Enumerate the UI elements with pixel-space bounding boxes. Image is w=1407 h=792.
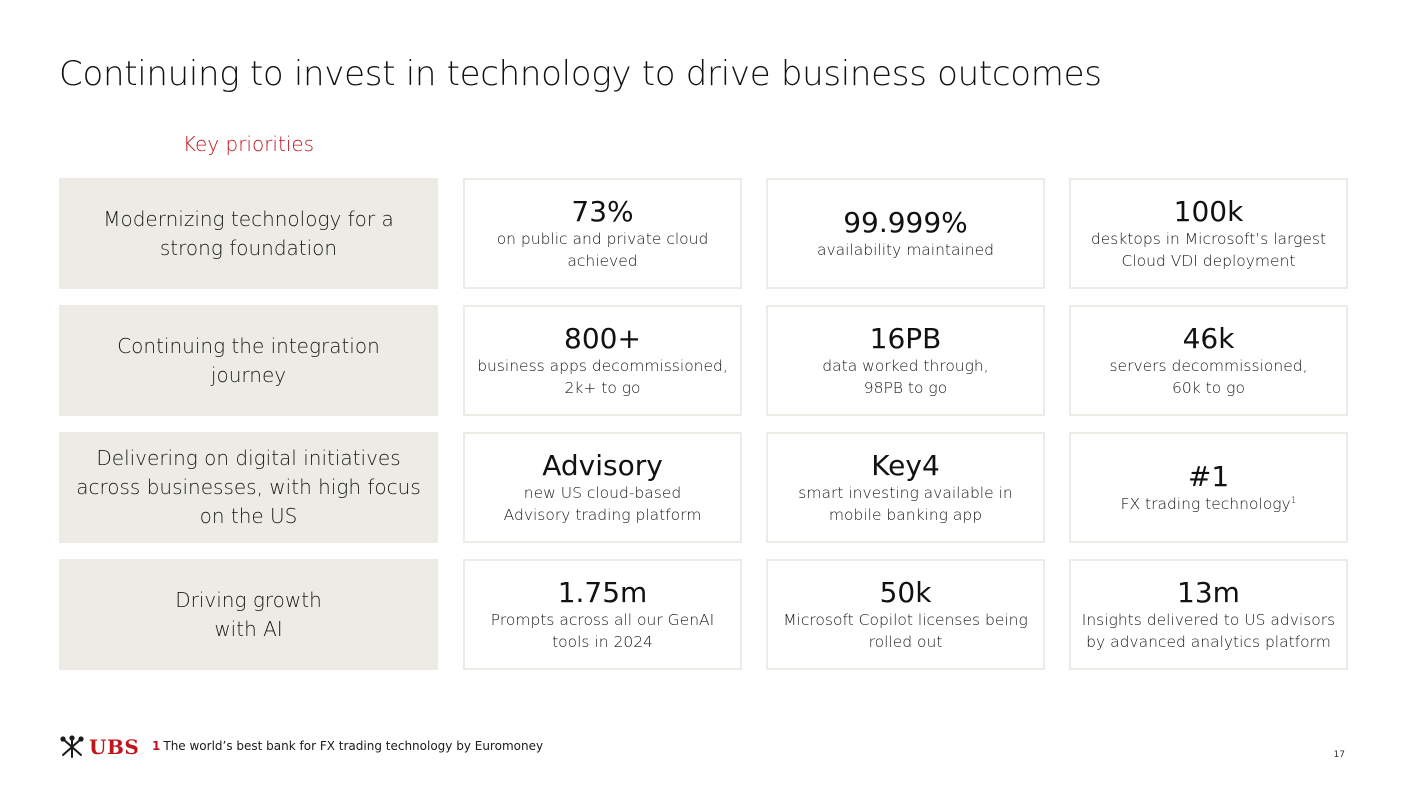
- metric-card: Key4 smart investing available in mobile…: [766, 432, 1045, 543]
- priority-row: Driving growth with AI 1.75m Prompts acr…: [59, 559, 1348, 670]
- metric-value: Key4: [871, 448, 940, 482]
- metric-description: new US cloud-based Advisory trading plat…: [503, 483, 702, 524]
- metric-card: 100k desktops in Microsoft’s largest Clo…: [1069, 178, 1348, 289]
- metric-description-text: FX trading technology: [1120, 494, 1291, 513]
- key-priorities-label: Key priorities: [182, 132, 315, 156]
- metric-value: Advisory: [542, 448, 663, 482]
- priority-row: Delivering on digital initiatives across…: [59, 432, 1348, 543]
- footnote-number: 1: [152, 739, 161, 753]
- metric-value: 13m: [1177, 575, 1240, 609]
- metric-card: 50k Microsoft Copilot licenses being rol…: [766, 559, 1045, 670]
- footnote-reference: 1: [1290, 495, 1297, 506]
- metric-value: 800+: [564, 321, 641, 355]
- metric-value: #1: [1187, 459, 1230, 493]
- keys-icon: [60, 735, 84, 758]
- metric-value: 46k: [1182, 321, 1235, 355]
- metric-value: 50k: [879, 575, 932, 609]
- metric-value: 73%: [571, 194, 634, 228]
- metric-value: 1.75m: [557, 575, 648, 609]
- metric-description: smart investing available in mobile bank…: [798, 483, 1013, 524]
- priority-label: Modernizing technology for a strong foun…: [59, 178, 438, 289]
- metric-description: data worked through, 98PB to go: [822, 356, 989, 397]
- metric-description: Insights delivered to US advisors by adv…: [1081, 610, 1336, 651]
- priority-row: Continuing the integration journey 800+ …: [59, 305, 1348, 416]
- logo-wordmark: UBS: [89, 735, 140, 759]
- priority-label: Driving growth with AI: [59, 559, 438, 670]
- priority-label: Continuing the integration journey: [59, 305, 438, 416]
- metric-value: 16PB: [869, 321, 942, 355]
- metric-card: #1 FX trading technology1: [1069, 432, 1348, 543]
- priority-row: Modernizing technology for a strong foun…: [59, 178, 1348, 289]
- footnote: 1 The world’s best bank for FX trading te…: [152, 739, 543, 753]
- metric-card: 800+ business apps decommissioned, 2k+ t…: [463, 305, 742, 416]
- footnote-text: The world’s best bank for FX trading tec…: [163, 739, 544, 753]
- metric-card: 13m Insights delivered to US advisors by…: [1069, 559, 1348, 670]
- metric-description: on public and private cloud achieved: [496, 229, 709, 270]
- metric-card: 99.999% availability maintained: [766, 178, 1045, 289]
- ubs-logo: UBS: [59, 735, 139, 759]
- metric-description: Prompts across all our GenAI tools in 20…: [490, 610, 715, 651]
- priority-label: Delivering on digital initiatives across…: [59, 432, 438, 543]
- metric-card: 16PB data worked through, 98PB to go: [766, 305, 1045, 416]
- metric-value: 99.999%: [843, 205, 968, 239]
- metric-value: 100k: [1173, 194, 1244, 228]
- metric-card: Advisory new US cloud-based Advisory tra…: [463, 432, 742, 543]
- metric-description: availability maintained: [816, 240, 995, 259]
- metric-card: 73% on public and private cloud achieved: [463, 178, 742, 289]
- page-title: Continuing to invest in technology to dr…: [59, 54, 1102, 94]
- metric-description: desktops in Microsoft’s largest Cloud VD…: [1090, 229, 1327, 270]
- metric-description: servers decommissioned, 60k to go: [1109, 356, 1308, 397]
- metric-description: Microsoft Copilot licenses being rolled …: [783, 610, 1028, 651]
- page-number: 17: [1333, 750, 1345, 760]
- metric-card: 1.75m Prompts across all our GenAI tools…: [463, 559, 742, 670]
- metric-card: 46k servers decommissioned, 60k to go: [1069, 305, 1348, 416]
- metric-description: business apps decommissioned, 2k+ to go: [477, 356, 728, 397]
- metric-description: FX trading technology1: [1121, 493, 1297, 515]
